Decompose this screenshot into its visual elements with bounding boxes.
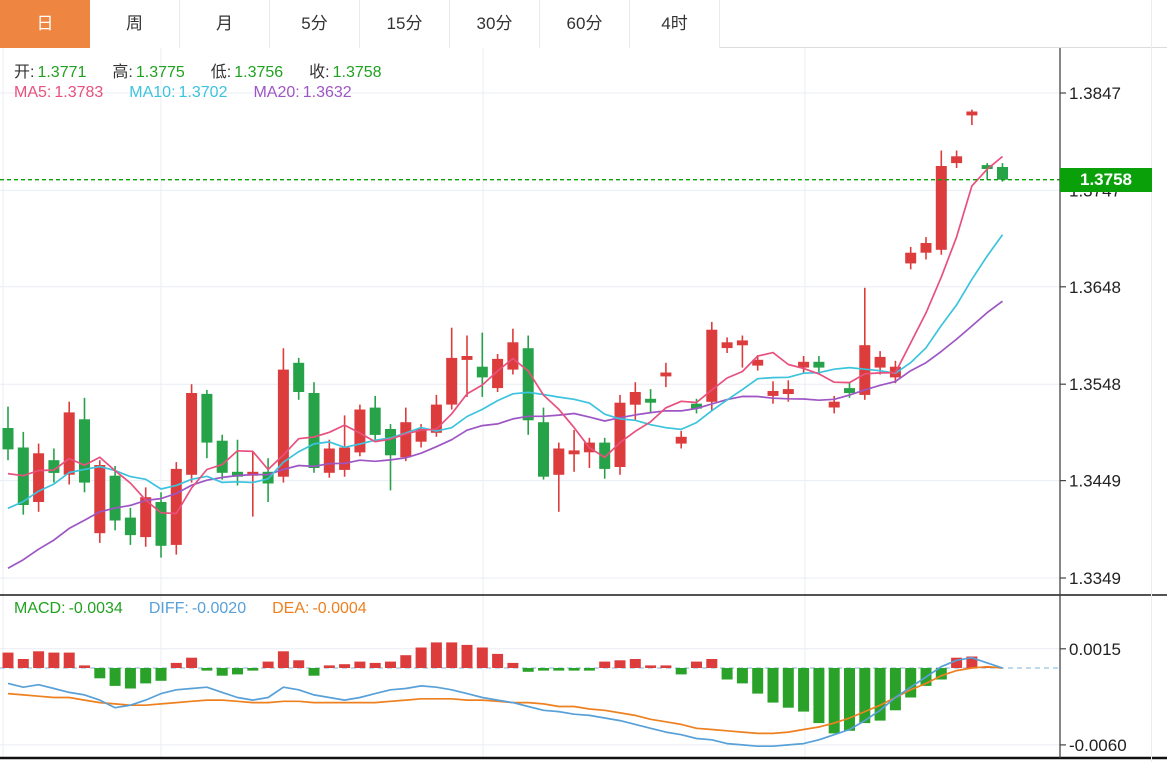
diff-line <box>7 656 1003 748</box>
info-field: 低: 1.3756 <box>210 64 284 81</box>
macd-info-row: MACD: -0.0034 DIFF: -0.0020 DEA: -0.0004 <box>14 600 393 618</box>
tab-日[interactable]: 日 <box>0 0 90 48</box>
ohlc-info-row: 开: 1.3771 高: 1.3775 低: 1.3756 收: 1.3758 <box>14 58 408 82</box>
tab-15分[interactable]: 15分 <box>360 0 450 48</box>
info-field: DIFF: -0.0020 <box>148 600 247 617</box>
kline-chart[interactable]: 1.38471.37471.36481.35481.34491.33490.00… <box>0 48 1167 762</box>
ma5-line <box>7 155 1004 515</box>
ma20-line <box>7 300 1004 569</box>
price-axis-label: 1.3449 <box>1069 472 1121 491</box>
info-field: 开: 1.3771 <box>14 64 87 81</box>
tab-30分[interactable]: 30分 <box>450 0 540 48</box>
tab-5分[interactable]: 5分 <box>270 0 360 48</box>
candlestick-series[interactable] <box>2 109 1009 558</box>
info-field: MA20: 1.3632 <box>253 84 352 101</box>
tab-4时[interactable]: 4时 <box>630 0 720 48</box>
macd-axis-label: 0.0015 <box>1069 640 1121 659</box>
info-field: MA10: 1.3702 <box>129 84 228 101</box>
info-field: MACD: -0.0034 <box>14 600 123 617</box>
tab-60分[interactable]: 60分 <box>540 0 630 48</box>
price-axis-label: 1.3349 <box>1069 569 1121 588</box>
tab-月[interactable]: 月 <box>180 0 270 48</box>
info-field: MA5: 1.3783 <box>14 84 104 101</box>
price-axis-label: 1.3847 <box>1069 84 1121 103</box>
price-axis-label: 1.3548 <box>1069 375 1121 394</box>
right-edge-divider <box>1151 0 1152 762</box>
info-field: 高: 1.3775 <box>112 64 185 81</box>
macd-histogram <box>2 642 993 734</box>
info-field: 收: 1.3758 <box>309 64 382 81</box>
timeframe-tabbar: 日周月 5分 15分 30分 60分 4时 <box>0 0 1167 48</box>
info-field: DEA: -0.0004 <box>272 600 367 617</box>
price-axis-label: 1.3648 <box>1069 278 1121 297</box>
ma-info-row: MA5: 1.3783 MA10: 1.3702 MA20: 1.3632 <box>14 84 378 102</box>
ma10-line <box>7 234 1004 510</box>
macd-axis-label: -0.0060 <box>1069 736 1127 755</box>
tab-周[interactable]: 周 <box>90 0 180 48</box>
current-price-tag: 1.3758 <box>1060 168 1152 192</box>
